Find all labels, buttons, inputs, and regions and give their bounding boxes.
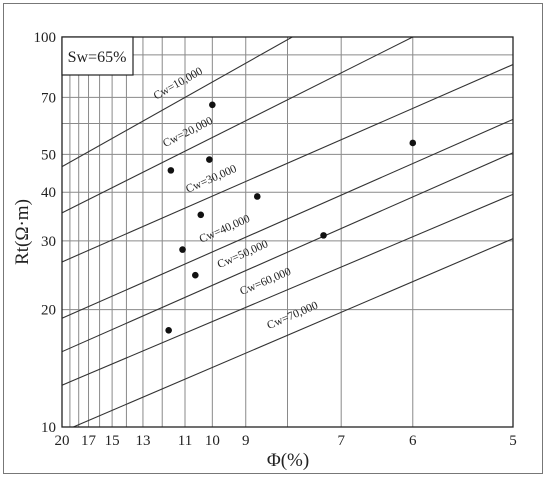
y-tick-label: 50: [41, 147, 56, 163]
cw-line: [62, 118, 513, 319]
cw-line-label: Cw=10,000: [152, 65, 205, 102]
data-point: [165, 326, 172, 334]
data-point: [409, 139, 417, 147]
y-tick-label: 20: [41, 303, 56, 319]
y-tick-label: 40: [41, 185, 56, 201]
x-tick-label: 15: [105, 433, 120, 449]
data-point: [206, 156, 213, 163]
data-point: [167, 167, 175, 174]
x-tick-label: 13: [135, 433, 150, 449]
cw-line: [62, 152, 513, 353]
cw-line: [62, 37, 293, 168]
data-point: [197, 211, 205, 219]
cw-line-label: Cw=30,000: [184, 163, 239, 196]
sw-annotation: Sw=65%: [68, 49, 127, 66]
data-point: [320, 232, 327, 239]
cw-line-label: Cw=20,000: [161, 115, 215, 150]
y-tick-label: 30: [41, 234, 56, 250]
y-axis-title: Rt(Ω·m): [12, 199, 33, 265]
data-point: [253, 193, 261, 200]
y-tick-label: 10: [41, 420, 56, 436]
cw-labels: Cw=10,000Cw=20,000Cw=30,000Cw=40,000Cw=5…: [152, 65, 320, 332]
plot-frame: [61, 36, 514, 428]
cw-line: [73, 238, 513, 427]
y-tick-label: 100: [34, 30, 57, 46]
data-point: [192, 271, 199, 279]
cw-line-label: Cw=50,000: [216, 238, 271, 271]
cw-line: [62, 37, 414, 214]
x-tick-label: 9: [242, 433, 250, 449]
figure-frame: [3, 3, 543, 474]
data-point: [179, 246, 186, 253]
cw-line: [62, 64, 513, 263]
cw-line: [62, 193, 513, 386]
x-tick-label: 5: [509, 433, 517, 449]
data-point: [209, 101, 216, 109]
sw-annotation-box: [61, 36, 134, 76]
cw-line-label: Cw=70,000: [265, 300, 320, 332]
data-points: [165, 101, 417, 334]
x-tick-label: 17: [81, 433, 97, 449]
x-tick-label: 7: [337, 433, 345, 449]
x-tick-label: 20: [55, 433, 70, 449]
x-tick-label: 10: [205, 433, 220, 449]
x-axis-title: Φ(%): [267, 450, 309, 471]
y-tick-label: 70: [41, 90, 56, 106]
grid: [62, 37, 513, 427]
cw-lines: [62, 37, 513, 427]
x-tick-label: 11: [178, 433, 192, 449]
x-tick-label: 6: [409, 433, 417, 449]
